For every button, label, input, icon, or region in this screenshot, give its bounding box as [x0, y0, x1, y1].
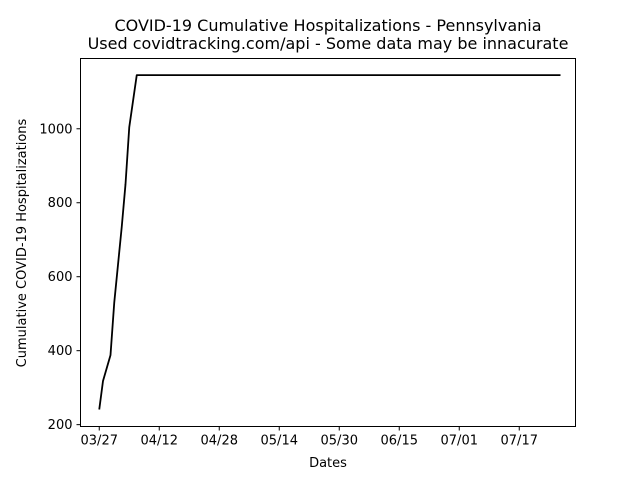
x-tick-label-1: 04/12: [141, 434, 178, 449]
plot-area: [80, 58, 576, 427]
y-tick-label-2: 600: [48, 270, 73, 285]
chart-subtitle: Used covidtracking.com/api - Some data m…: [88, 34, 569, 53]
x-tick-label-4: 05/30: [321, 434, 358, 449]
x-axis-label: Dates: [309, 456, 347, 471]
series-line-0: [98, 74, 561, 410]
x-tick-label-2: 04/28: [201, 434, 238, 449]
x-tick-label-3: 05/14: [261, 434, 298, 449]
x-axis: 03/27 04/12 04/28 05/14 05/30 06/15 07/01 07/17: [81, 426, 538, 449]
y-tick-label-4: 1000: [39, 122, 72, 137]
y-tick-label-1: 400: [48, 344, 73, 359]
x-tick-label-0: 03/27: [81, 434, 118, 449]
y-tick-label-0: 200: [48, 418, 73, 433]
series-layer: [98, 74, 561, 410]
x-tick-label-6: 07/01: [441, 434, 478, 449]
x-tick-label-5: 06/15: [381, 434, 418, 449]
x-tick-label-7: 07/17: [501, 434, 538, 449]
y-tick-label-3: 800: [48, 196, 73, 211]
chart-title: COVID-19 Cumulative Hospitalizations - P…: [114, 16, 541, 35]
y-axis-label: Cumulative COVID-19 Hospitalizations: [15, 118, 30, 367]
y-axis: 200 400 600 800 1000: [39, 122, 81, 433]
